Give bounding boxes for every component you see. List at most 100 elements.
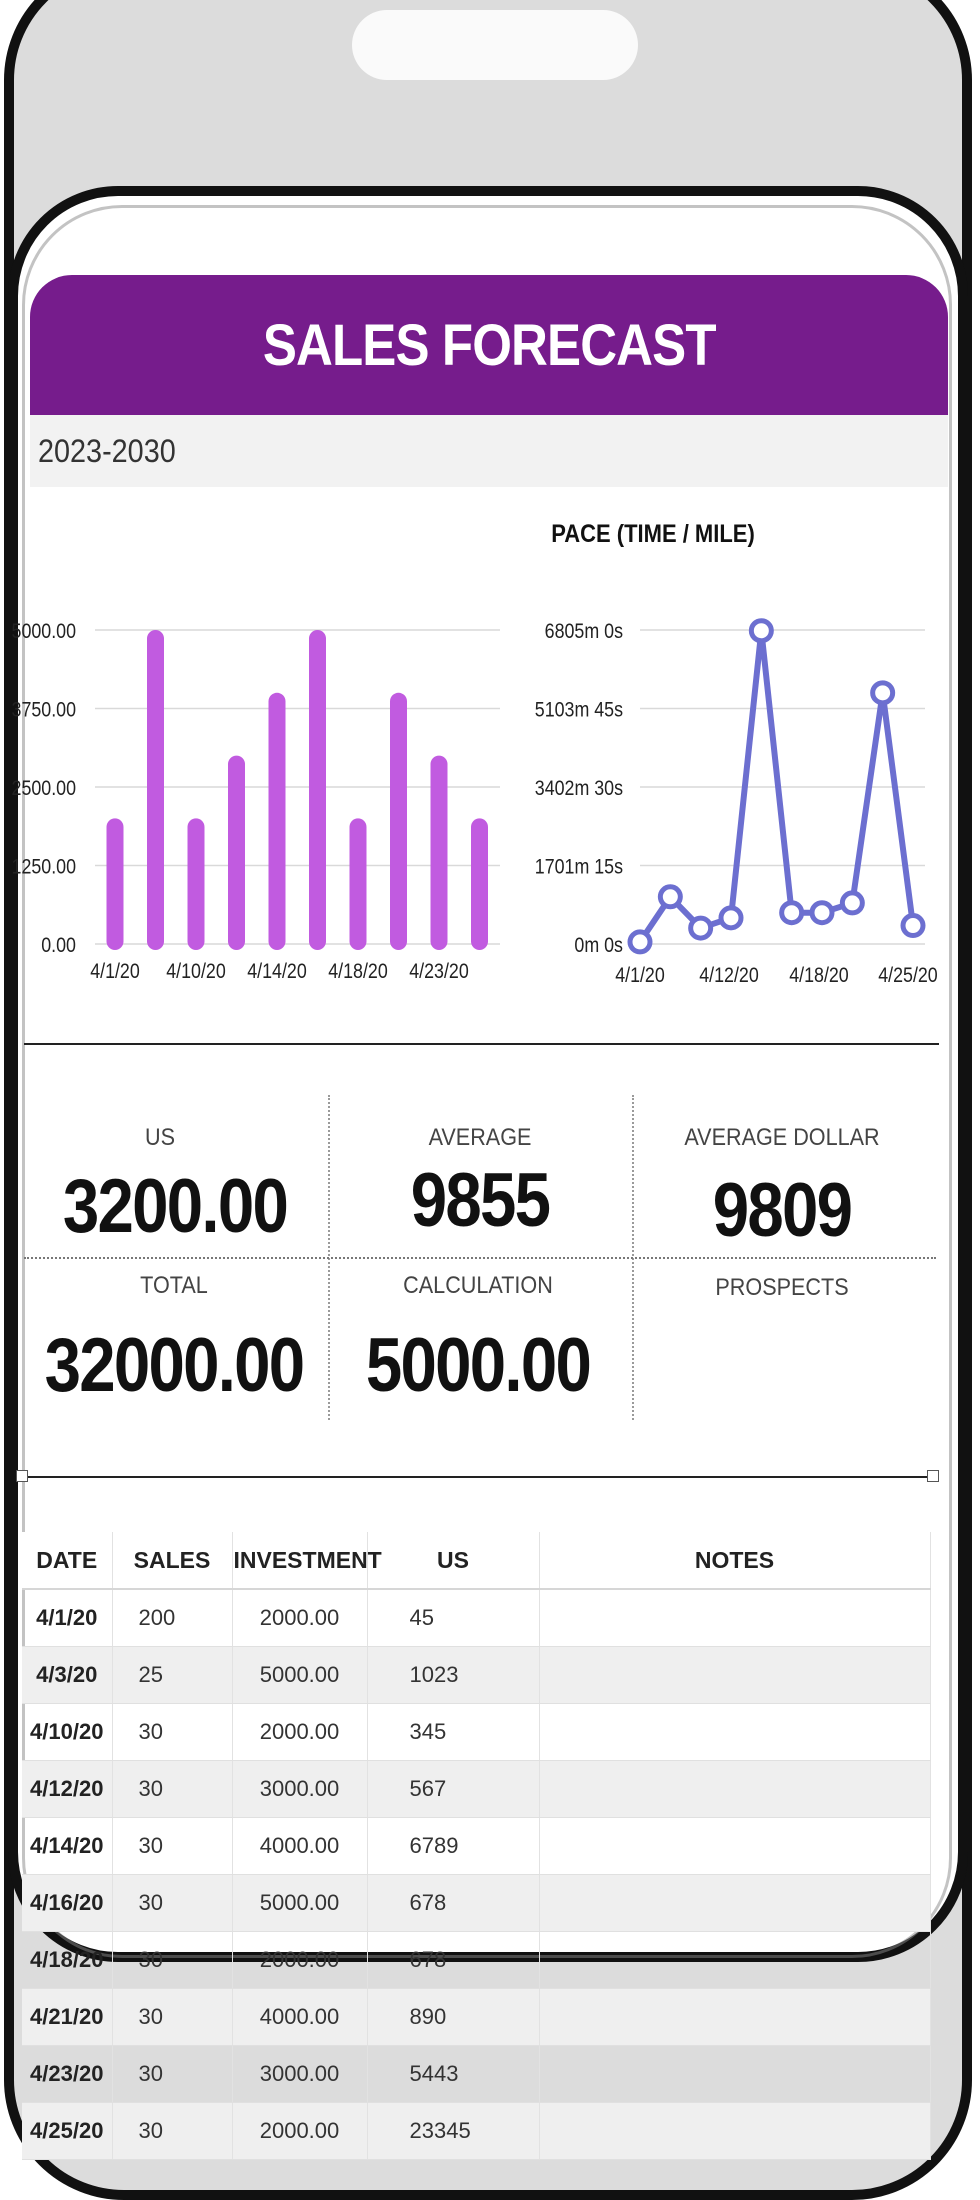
cell-us[interactable]: 5443 [367,2045,540,2103]
y-tick-label: 0m 0s [574,934,623,958]
cell-notes[interactable] [539,2045,931,2103]
cell-sales[interactable]: 30 [112,1988,233,2046]
cell-notes[interactable] [539,1646,931,1704]
cell-us[interactable]: 45 [367,1589,540,1647]
table-row: 4/23/20 30 3000.00 5443 [22,2045,931,2103]
cell-sales[interactable]: 25 [112,1646,233,1704]
cell-date[interactable]: 4/14/20 [22,1817,113,1875]
cell-notes[interactable] [539,1874,931,1932]
cell-date[interactable]: 4/1/20 [22,1589,113,1647]
data-point[interactable] [657,884,683,910]
bar[interactable] [147,630,164,950]
bar[interactable] [106,818,124,950]
cell-date[interactable]: 4/18/20 [22,1931,113,1989]
kpi-calculation-value: 5000.00 [365,1323,592,1408]
column-header-date[interactable]: DATE [22,1532,113,1590]
cell-date[interactable]: 4/23/20 [22,2045,113,2103]
bar[interactable] [471,818,488,950]
cell-sales[interactable]: 30 [112,2102,233,2160]
data-point[interactable] [627,929,653,955]
column-header-notes[interactable]: NOTES [539,1532,931,1590]
cell-investment[interactable]: 4000.00 [232,1817,368,1875]
kpi-prospects-label: PROSPECTS [715,1274,849,1301]
cell-investment[interactable]: 2000.00 [232,1931,368,1989]
x-tick-label: 4/18/20 [328,960,388,984]
y-tick-label: 0.00 [41,934,76,958]
cell-date[interactable]: 4/3/20 [22,1646,113,1704]
cell-investment[interactable]: 5000.00 [232,1874,368,1932]
cell-investment[interactable]: 4000.00 [232,1988,368,2046]
cell-sales[interactable]: 30 [112,2045,233,2103]
y-tick-label: 6805m 0s [545,620,624,644]
cell-us[interactable]: 345 [367,1703,540,1761]
x-tick-label: 4/25/20 [878,964,938,988]
cell-us[interactable]: 6789 [367,1817,540,1875]
cell-us[interactable]: 1023 [367,1646,540,1704]
resize-handle-left[interactable] [16,1470,28,1482]
cell-us[interactable]: 678 [367,1931,540,1989]
cell-sales[interactable]: 200 [112,1589,233,1647]
cell-us[interactable]: 890 [367,1988,540,2046]
cell-notes[interactable] [539,1589,931,1647]
cell-investment[interactable]: 2000.00 [232,2102,368,2160]
table-row: 4/3/20 25 5000.00 1023 [22,1646,931,1704]
bar[interactable] [309,630,326,950]
cell-us[interactable]: 567 [367,1760,540,1818]
bar[interactable] [228,755,245,950]
cell-sales[interactable]: 30 [112,1703,233,1761]
cell-investment[interactable]: 2000.00 [232,1589,368,1647]
cell-sales[interactable]: 30 [112,1760,233,1818]
cell-notes[interactable] [539,1988,931,2046]
cell-notes[interactable] [539,2102,931,2160]
cell-date[interactable]: 4/10/20 [22,1703,113,1761]
cell-investment[interactable]: 5000.00 [232,1646,368,1704]
bar[interactable] [430,755,448,950]
data-point[interactable] [718,905,744,931]
resize-handle-right[interactable] [927,1470,939,1482]
y-tick-label: 5103m 45s [535,698,623,722]
data-point[interactable] [809,900,835,926]
cell-date[interactable]: 4/21/20 [22,1988,113,2046]
column-header-sales[interactable]: SALES [112,1532,233,1590]
x-tick-label: 4/1/20 [615,964,665,988]
bar[interactable] [390,692,407,950]
line-chart[interactable]: PACE (TIME / MILE) 0m 0s 1701m 15s 3402m 3… [520,520,960,1000]
cell-us[interactable]: 678 [367,1874,540,1932]
cell-notes[interactable] [539,1703,931,1761]
cell-sales[interactable]: 30 [112,1874,233,1932]
cell-investment[interactable]: 3000.00 [232,2045,368,2103]
bar[interactable] [268,692,286,950]
cell-sales[interactable]: 30 [112,1817,233,1875]
bar[interactable] [187,818,205,950]
data-point[interactable] [688,915,714,941]
kpi-average-value: 9855 [410,1158,551,1243]
cell-investment[interactable]: 3000.00 [232,1760,368,1818]
table-row: 4/1/20 200 2000.00 45 [22,1589,931,1647]
cell-date[interactable]: 4/25/20 [22,2102,113,2160]
data-point[interactable] [748,618,774,644]
x-tick-label: 4/14/20 [247,960,307,984]
section-divider [24,1043,939,1045]
pace-series-line [637,627,916,944]
table-row: 4/21/20 30 4000.00 890 [22,1988,931,2046]
cell-us[interactable]: 23345 [367,2102,540,2160]
cell-sales[interactable]: 30 [112,1931,233,1989]
data-point[interactable] [779,900,805,926]
kpi-average-label: AVERAGE [428,1124,532,1151]
sales-table: DATE SALES INVESTMENT US NOTES 4/1/20 20… [22,1532,931,2160]
cell-notes[interactable] [539,1760,931,1818]
data-point[interactable] [900,913,926,939]
column-header-us[interactable]: US [367,1532,540,1590]
data-point[interactable] [839,890,865,916]
cell-date[interactable]: 4/16/20 [22,1874,113,1932]
bar[interactable] [349,818,367,950]
bar-chart[interactable]: 0.00 1250.00 2500.00 3750.00 5000.00 4/1/20 4… [0,520,520,1000]
data-point[interactable] [870,680,896,706]
cell-investment[interactable]: 2000.00 [232,1703,368,1761]
cell-date[interactable]: 4/12/20 [22,1760,113,1818]
cell-notes[interactable] [539,1931,931,1989]
column-header-investment[interactable]: INVESTMENT [232,1532,382,1590]
cell-notes[interactable] [539,1817,931,1875]
chart-title: PACE (TIME / MILE) [551,520,755,547]
